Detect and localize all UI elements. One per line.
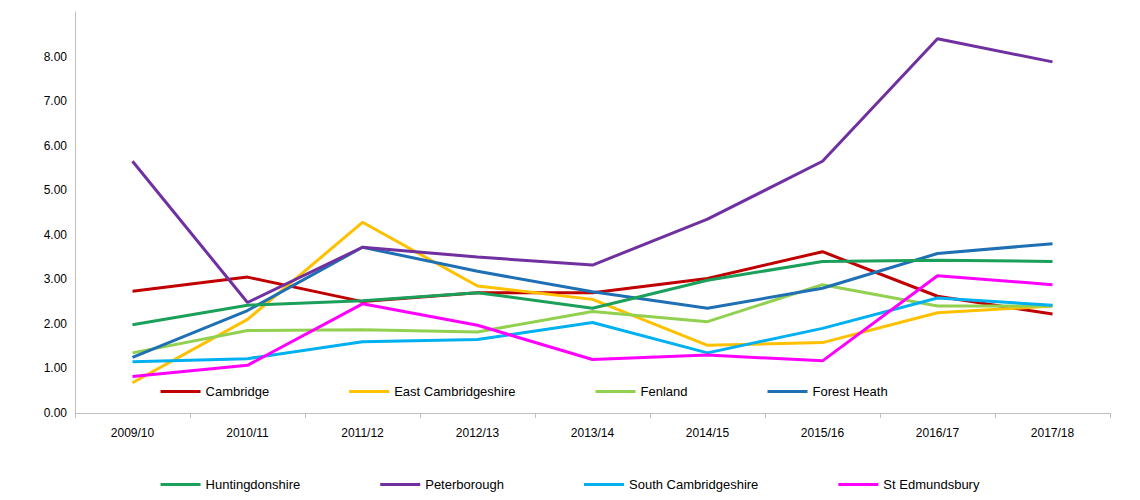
svg-text:2017/18: 2017/18: [1031, 426, 1075, 440]
svg-text:3.00: 3.00: [44, 272, 68, 286]
svg-text:0.00: 0.00: [44, 406, 68, 420]
svg-text:South Cambridgeshire: South Cambridgeshire: [629, 477, 758, 492]
svg-text:Fenland: Fenland: [641, 384, 688, 399]
svg-text:St Edmundsbury: St Edmundsbury: [883, 477, 980, 492]
svg-text:Cambridge: Cambridge: [206, 384, 270, 399]
svg-text:2014/15: 2014/15: [686, 426, 730, 440]
svg-text:Peterborough: Peterborough: [425, 477, 504, 492]
svg-text:8.00: 8.00: [44, 50, 68, 64]
svg-text:2009/10: 2009/10: [111, 426, 155, 440]
svg-text:2010/11: 2010/11: [226, 426, 269, 440]
svg-text:2015/16: 2015/16: [801, 426, 845, 440]
svg-text:2013/14: 2013/14: [571, 426, 615, 440]
svg-text:7.00: 7.00: [44, 94, 68, 108]
svg-text:East Cambridgeshire: East Cambridgeshire: [394, 384, 515, 399]
svg-text:6.00: 6.00: [44, 139, 68, 153]
svg-text:4.00: 4.00: [44, 228, 68, 242]
svg-text:Huntingdonshire: Huntingdonshire: [206, 477, 301, 492]
svg-text:5.00: 5.00: [44, 183, 68, 197]
svg-text:Forest Heath: Forest Heath: [812, 384, 887, 399]
svg-text:2016/17: 2016/17: [916, 426, 960, 440]
svg-text:2012/13: 2012/13: [456, 426, 500, 440]
svg-text:2011/12: 2011/12: [341, 426, 384, 440]
svg-text:2.00: 2.00: [44, 317, 68, 331]
svg-text:1.00: 1.00: [44, 361, 68, 375]
